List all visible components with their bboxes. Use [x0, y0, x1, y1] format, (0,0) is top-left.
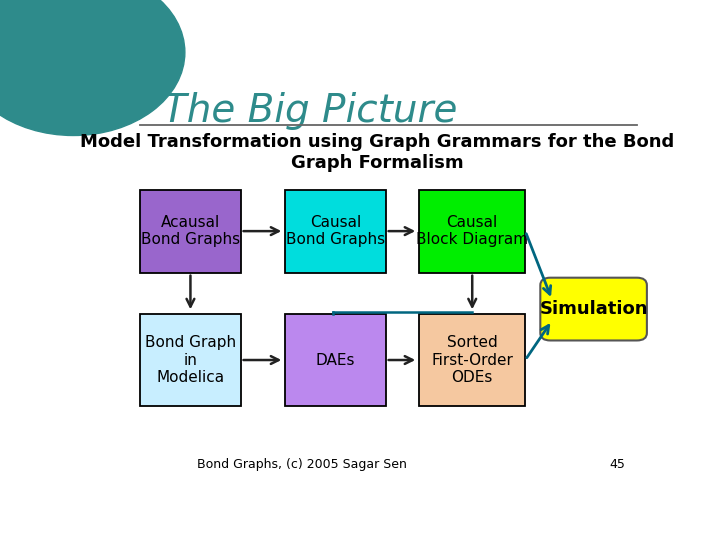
- Text: Simulation: Simulation: [539, 300, 648, 318]
- Text: Acausal
Bond Graphs: Acausal Bond Graphs: [141, 215, 240, 247]
- Text: Bond Graph
in
Modelica: Bond Graph in Modelica: [145, 335, 236, 385]
- FancyBboxPatch shape: [140, 314, 240, 406]
- FancyBboxPatch shape: [540, 278, 647, 341]
- Text: Model Transformation using Graph Grammars for the Bond
Graph Formalism: Model Transformation using Graph Grammar…: [80, 133, 675, 172]
- Text: DAEs: DAEs: [316, 353, 355, 368]
- FancyBboxPatch shape: [419, 314, 526, 406]
- Text: 45: 45: [610, 458, 626, 471]
- Text: Bond Graphs, (c) 2005 Sagar Sen: Bond Graphs, (c) 2005 Sagar Sen: [197, 458, 407, 471]
- Text: Causal
Bond Graphs: Causal Bond Graphs: [286, 215, 385, 247]
- FancyBboxPatch shape: [285, 190, 386, 273]
- FancyBboxPatch shape: [140, 190, 240, 273]
- Circle shape: [0, 0, 185, 136]
- Text: Causal
Block Diagram: Causal Block Diagram: [416, 215, 528, 247]
- Text: Sorted
First-Order
ODEs: Sorted First-Order ODEs: [431, 335, 513, 385]
- FancyBboxPatch shape: [285, 314, 386, 406]
- FancyBboxPatch shape: [419, 190, 526, 273]
- Text: The Big Picture: The Big Picture: [163, 92, 457, 130]
